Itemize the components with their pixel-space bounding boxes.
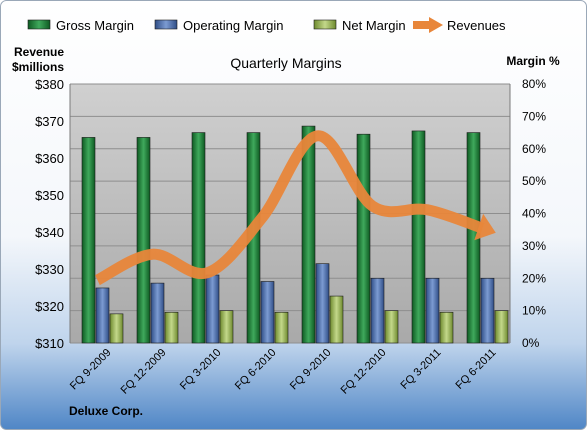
legend-label-net-margin: Net Margin (342, 18, 406, 33)
right-tick-label: 40% (522, 207, 546, 221)
operating-margin-bar (150, 282, 165, 344)
gross-margin-bar (81, 137, 96, 344)
operating-margin-bar (95, 287, 110, 344)
operating-margin-bar (260, 281, 275, 344)
right-tick-label: 80% (522, 77, 546, 91)
gross-margin-bar (301, 125, 316, 344)
right-axis-ticks: 0% 10% 20% 30% 40% 50% 60% 70% 80% (522, 77, 546, 350)
operating-margin-bar (370, 277, 385, 344)
right-tick-label: 50% (522, 174, 546, 188)
net-margin-bar (109, 313, 124, 344)
right-tick-label: 60% (522, 142, 546, 156)
right-axis-label: Margin % (506, 54, 560, 68)
operating-margin-bar (205, 274, 220, 344)
left-axis-label-line1: Revenue (14, 45, 64, 59)
left-tick-label: $370 (35, 114, 64, 129)
net-margin-bar (219, 310, 234, 344)
left-axis-label-line2: $millions (12, 60, 64, 74)
legend-label-revenues: Revenues (447, 18, 506, 33)
net-margin-bar (274, 311, 289, 344)
left-axis-ticks: $310 $320 $330 $340 $350 $360 $370 $380 (35, 77, 64, 351)
left-tick-label: $360 (35, 151, 64, 166)
gross-margin-bar (136, 137, 151, 344)
gross-margin-bar (356, 133, 371, 344)
revenues-line (94, 130, 485, 286)
net-margin-bar (494, 310, 509, 344)
revenue-line-group (94, 130, 496, 286)
bars-group (81, 125, 509, 344)
company-label: Deluxe Corp. (69, 404, 143, 418)
operating-margin-bar (315, 263, 330, 344)
left-tick-label: $350 (35, 188, 64, 203)
revenues-arrowhead (474, 213, 496, 241)
gross-margin-bar (191, 132, 206, 344)
right-tick-label: 10% (522, 304, 546, 318)
legend-arrow-revenues (429, 17, 443, 33)
operating-margin-bar (480, 277, 495, 344)
legend-label-operating-margin: Operating Margin (183, 18, 283, 33)
left-tick-label: $340 (35, 225, 64, 240)
legend-label-gross-margin: Gross Margin (56, 18, 134, 33)
left-tick-label: $310 (35, 336, 64, 351)
left-tick-label: $380 (35, 77, 64, 92)
left-tick-label: $320 (35, 299, 64, 314)
right-tick-label: 70% (522, 109, 546, 123)
gross-margin-bar (411, 130, 426, 344)
chart-title: Quarterly Margins (230, 55, 341, 71)
right-tick-label: 0% (522, 336, 540, 350)
net-margin-bar (329, 295, 344, 344)
right-tick-label: 30% (522, 239, 546, 253)
legend-swatch-operating-margin (154, 19, 178, 30)
legend: Gross Margin Operating Margin Net Margin Re… (27, 17, 506, 33)
net-margin-bar (384, 310, 399, 344)
legend-swatch-gross-margin (27, 19, 51, 30)
operating-margin-bar (425, 277, 440, 344)
right-tick-label: 20% (522, 271, 546, 285)
net-margin-bar (439, 311, 454, 344)
legend-swatch-net-margin (313, 19, 337, 30)
left-tick-label: $330 (35, 262, 64, 277)
net-margin-bar (164, 311, 179, 344)
